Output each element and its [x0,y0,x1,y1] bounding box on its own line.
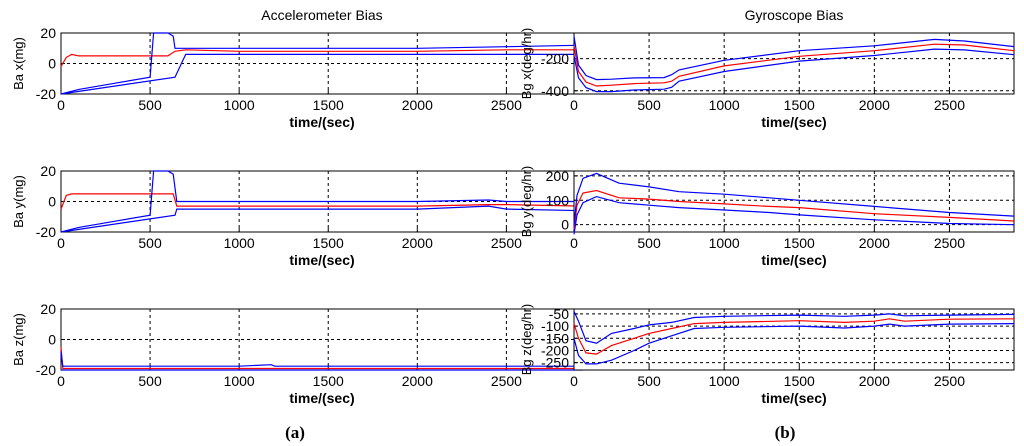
gyro-y-plot-area [573,170,1015,233]
gyro-z-tick-label-y: -200 [541,342,569,358]
gyro-x-tick-label-x: 500 [637,97,661,113]
acc-z-tick-label-x: 0 [57,373,65,389]
acc-y-ylabel: Ba y(mg) [11,175,26,228]
acc-x-tick-label-x: 2500 [491,97,522,113]
acc-y-tick-label-y: 0 [48,194,56,210]
gyro-y-series-upper-bound [573,172,1015,225]
acc-x-tick-label-x: 1500 [313,97,344,113]
gyro-x-xlabel: time/(sec) [761,114,826,130]
acc-x-tick-label-x: 0 [57,97,65,113]
acc-z-tick-label-x: 2000 [402,373,433,389]
gyro-y-tick-label-y: 100 [546,192,570,208]
acc-y-tick-label-x: 2500 [491,235,522,251]
gyro-y-tick-label-x: 2000 [859,235,890,251]
acc-z-xlabel: time/(sec) [289,390,354,406]
gyro-z-tick-label-x: 1500 [784,373,815,389]
gyro-x-series-lower-bound [573,48,1015,93]
gyro-x-series-estimate [573,43,1015,87]
acc-z-tick-label-y: 20 [40,301,56,317]
acc-x-title: Accelerometer Bias [261,7,382,23]
gyro-y-tick-label-x: 0 [570,235,578,251]
gyro-y-tick-label-x: 1000 [709,235,740,251]
acc-y-tick-label-x: 2000 [402,235,433,251]
gyro-z-tick-label-y: -100 [541,318,569,334]
gyro-x-ylabel: Bg x(deg/hr) [519,28,534,100]
gyro-z-tick-label-x: 2000 [859,373,890,389]
acc-x-series-estimate [60,49,583,67]
gyro-x-tick-label-y: -200 [541,51,569,67]
gyro-z-plot-area [573,308,1015,371]
acc-z-tick-label-x: 1500 [313,373,344,389]
gyro-y-series-lower-bound [573,195,1015,235]
acc-y-tick-label-x: 0 [57,235,65,251]
gyro-x-tick-label-x: 2000 [859,97,890,113]
gyro-x-tick-label-x: 0 [570,97,578,113]
acc-z-tick-label-y: -20 [36,362,56,378]
panel-label-a: (a) [285,423,305,442]
acc-y-tick-label-x: 1000 [224,235,255,251]
gyro-y-series-estimate [573,189,1015,230]
gyro-y-tick-label-y: 0 [561,217,569,233]
gyro-y-tick-label-x: 1500 [784,235,815,251]
gyro-z-tick-label-y: -50 [549,306,569,322]
gyro-z-tick-label-y: -150 [541,330,569,346]
gyro-z-tick-label-y: -250 [541,355,569,371]
acc-z-ylabel: Ba z(mg) [11,313,26,366]
gyro-z-tick-label-x: 1000 [709,373,740,389]
gyro-x-tick-label-x: 2500 [934,97,965,113]
gyro-x-title: Gyroscope Bias [745,7,844,23]
acc-x-tick-label-y: 20 [40,25,56,41]
gyro-x-tick-label-x: 1000 [709,97,740,113]
acc-y-xlabel: time/(sec) [289,252,354,268]
gyro-z-tick-label-x: 2500 [934,373,965,389]
acc-y-tick-label-x: 1500 [313,235,344,251]
acc-y-series-estimate [60,193,584,210]
acc-y-tick-label-x: 500 [138,235,162,251]
gyro-z-series-estimate [573,318,1015,355]
acc-x-tick-label-x: 500 [138,97,162,113]
acc-z-tick-label-x: 1000 [224,373,255,389]
gyro-x-tick-label-x: 1500 [784,97,815,113]
acc-x-tick-label-y: 0 [48,56,56,72]
acc-z-tick-label-x: 500 [138,373,162,389]
acc-z-tick-label-x: 2500 [491,373,522,389]
gyro-z-ylabel: Bg z(deg/hr) [519,304,534,376]
gyro-z-tick-label-x: 0 [570,373,578,389]
acc-y-tick-label-y: -20 [36,224,56,240]
acc-x-tick-label-y: -20 [36,86,56,102]
acc-y-series-lower-bound [60,205,584,233]
acc-y-tick-label-y: 20 [40,163,56,179]
acc-x-ylabel: Ba x(mg) [11,37,26,90]
gyro-y-xlabel: time/(sec) [761,252,826,268]
gyro-z-tick-label-x: 500 [637,373,661,389]
gyro-y-tick-label-x: 2500 [934,235,965,251]
gyro-z-series-lower-bound [573,323,1015,365]
panel-label-b: (b) [775,423,796,442]
gyro-z-series-upper-bound [573,311,1015,344]
acc-y-series-upper-bound [60,170,583,233]
gyro-z-xlabel: time/(sec) [761,390,826,406]
gyro-y-tick-label-y: 200 [546,168,570,184]
gyro-x-plot-area [573,32,1015,95]
gyro-y-tick-label-x: 500 [637,235,661,251]
acc-x-series-lower-bound [60,53,583,95]
gyro-x-series-upper-bound [573,36,1015,81]
gyro-x-tick-label-y: -400 [541,83,569,99]
acc-z-tick-label-y: 0 [48,332,56,348]
gyro-y-ylabel: Bg y(deg/hr) [519,166,534,238]
acc-x-series-upper-bound [60,32,584,95]
acc-x-tick-label-x: 2000 [402,97,433,113]
acc-x-xlabel: time/(sec) [289,114,354,130]
acc-x-tick-label-x: 1000 [224,97,255,113]
acc-z-series-upper-bound [60,351,583,367]
